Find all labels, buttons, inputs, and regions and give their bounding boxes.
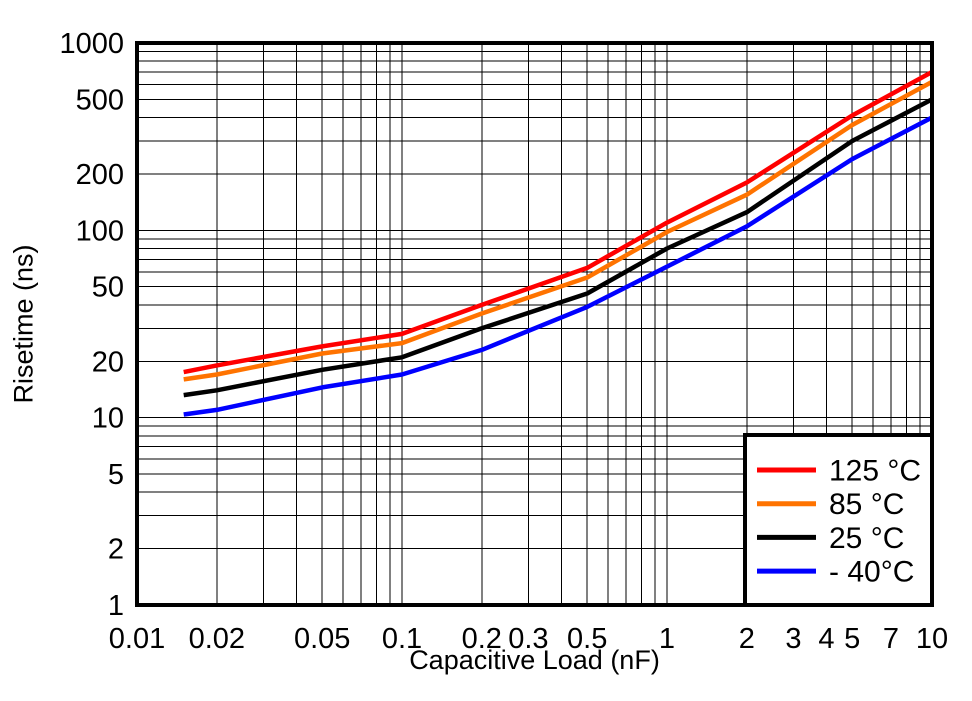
y-tick-label: 500 <box>76 84 124 116</box>
x-tick-label: 5 <box>844 623 860 655</box>
legend: 125 °C85 °C25 °C- 40°C <box>743 433 934 607</box>
x-tick-label: 0.1 <box>382 623 422 655</box>
y-tick-label: 2 <box>108 534 124 566</box>
x-tick-label: 0.02 <box>189 623 245 655</box>
curve-25-c <box>183 97 934 398</box>
curve-85-c <box>183 79 934 382</box>
y-tick-label: 100 <box>76 215 124 247</box>
x-tick-labels: 0.01 0.02 0.05 0.1 0.2 0.3 0.5 1 2 3 4 5 7 10 <box>109 623 948 655</box>
y-tick-label: 200 <box>76 159 124 191</box>
x-tick-label: 4 <box>818 623 834 655</box>
legend-item-40-c: - 40°C <box>757 556 914 589</box>
curve-125-c <box>183 70 934 375</box>
legend-label: 85 °C <box>829 488 904 521</box>
legend-box <box>743 433 934 607</box>
x-tick-label: 7 <box>883 623 899 655</box>
x-tick-label: 3 <box>785 623 801 655</box>
legend-item-125-c: 125 °C <box>757 455 921 488</box>
y-tick-label: 1000 <box>59 28 124 60</box>
y-tick-label: 20 <box>92 346 124 378</box>
curve-40-c <box>183 115 934 417</box>
x-tick-label: 0.01 <box>109 623 165 655</box>
x-axis-title: Capacitive Load (nF) <box>409 645 660 675</box>
x-tick-label: 0.5 <box>567 623 607 655</box>
x-tick-label: 1 <box>659 623 675 655</box>
y-tick-label: 5 <box>108 459 124 491</box>
y-tick-label: 50 <box>92 272 124 304</box>
legend-item-85-c: 85 °C <box>757 488 904 521</box>
y-axis-title: Risetime (ns) <box>8 244 39 404</box>
legend-label: 25 °C <box>829 522 904 555</box>
plot-frame <box>135 41 934 607</box>
legend-item-25-c: 25 °C <box>757 522 904 555</box>
y-tick-label: 10 <box>92 403 124 435</box>
curves <box>183 70 934 417</box>
x-tick-label: 0.05 <box>294 623 350 655</box>
legend-label: - 40°C <box>829 556 914 589</box>
x-tick-label: 2 <box>739 623 755 655</box>
legend-label: 125 °C <box>829 455 921 488</box>
x-tick-label: 0.3 <box>508 623 548 655</box>
y-tick-label: 1 <box>108 590 124 622</box>
x-tick-label: 10 <box>916 623 948 655</box>
x-tick-label: 0.2 <box>462 623 502 655</box>
y-tick-labels: 1000 500 200 100 50 20 10 5 2 1 <box>59 28 124 622</box>
